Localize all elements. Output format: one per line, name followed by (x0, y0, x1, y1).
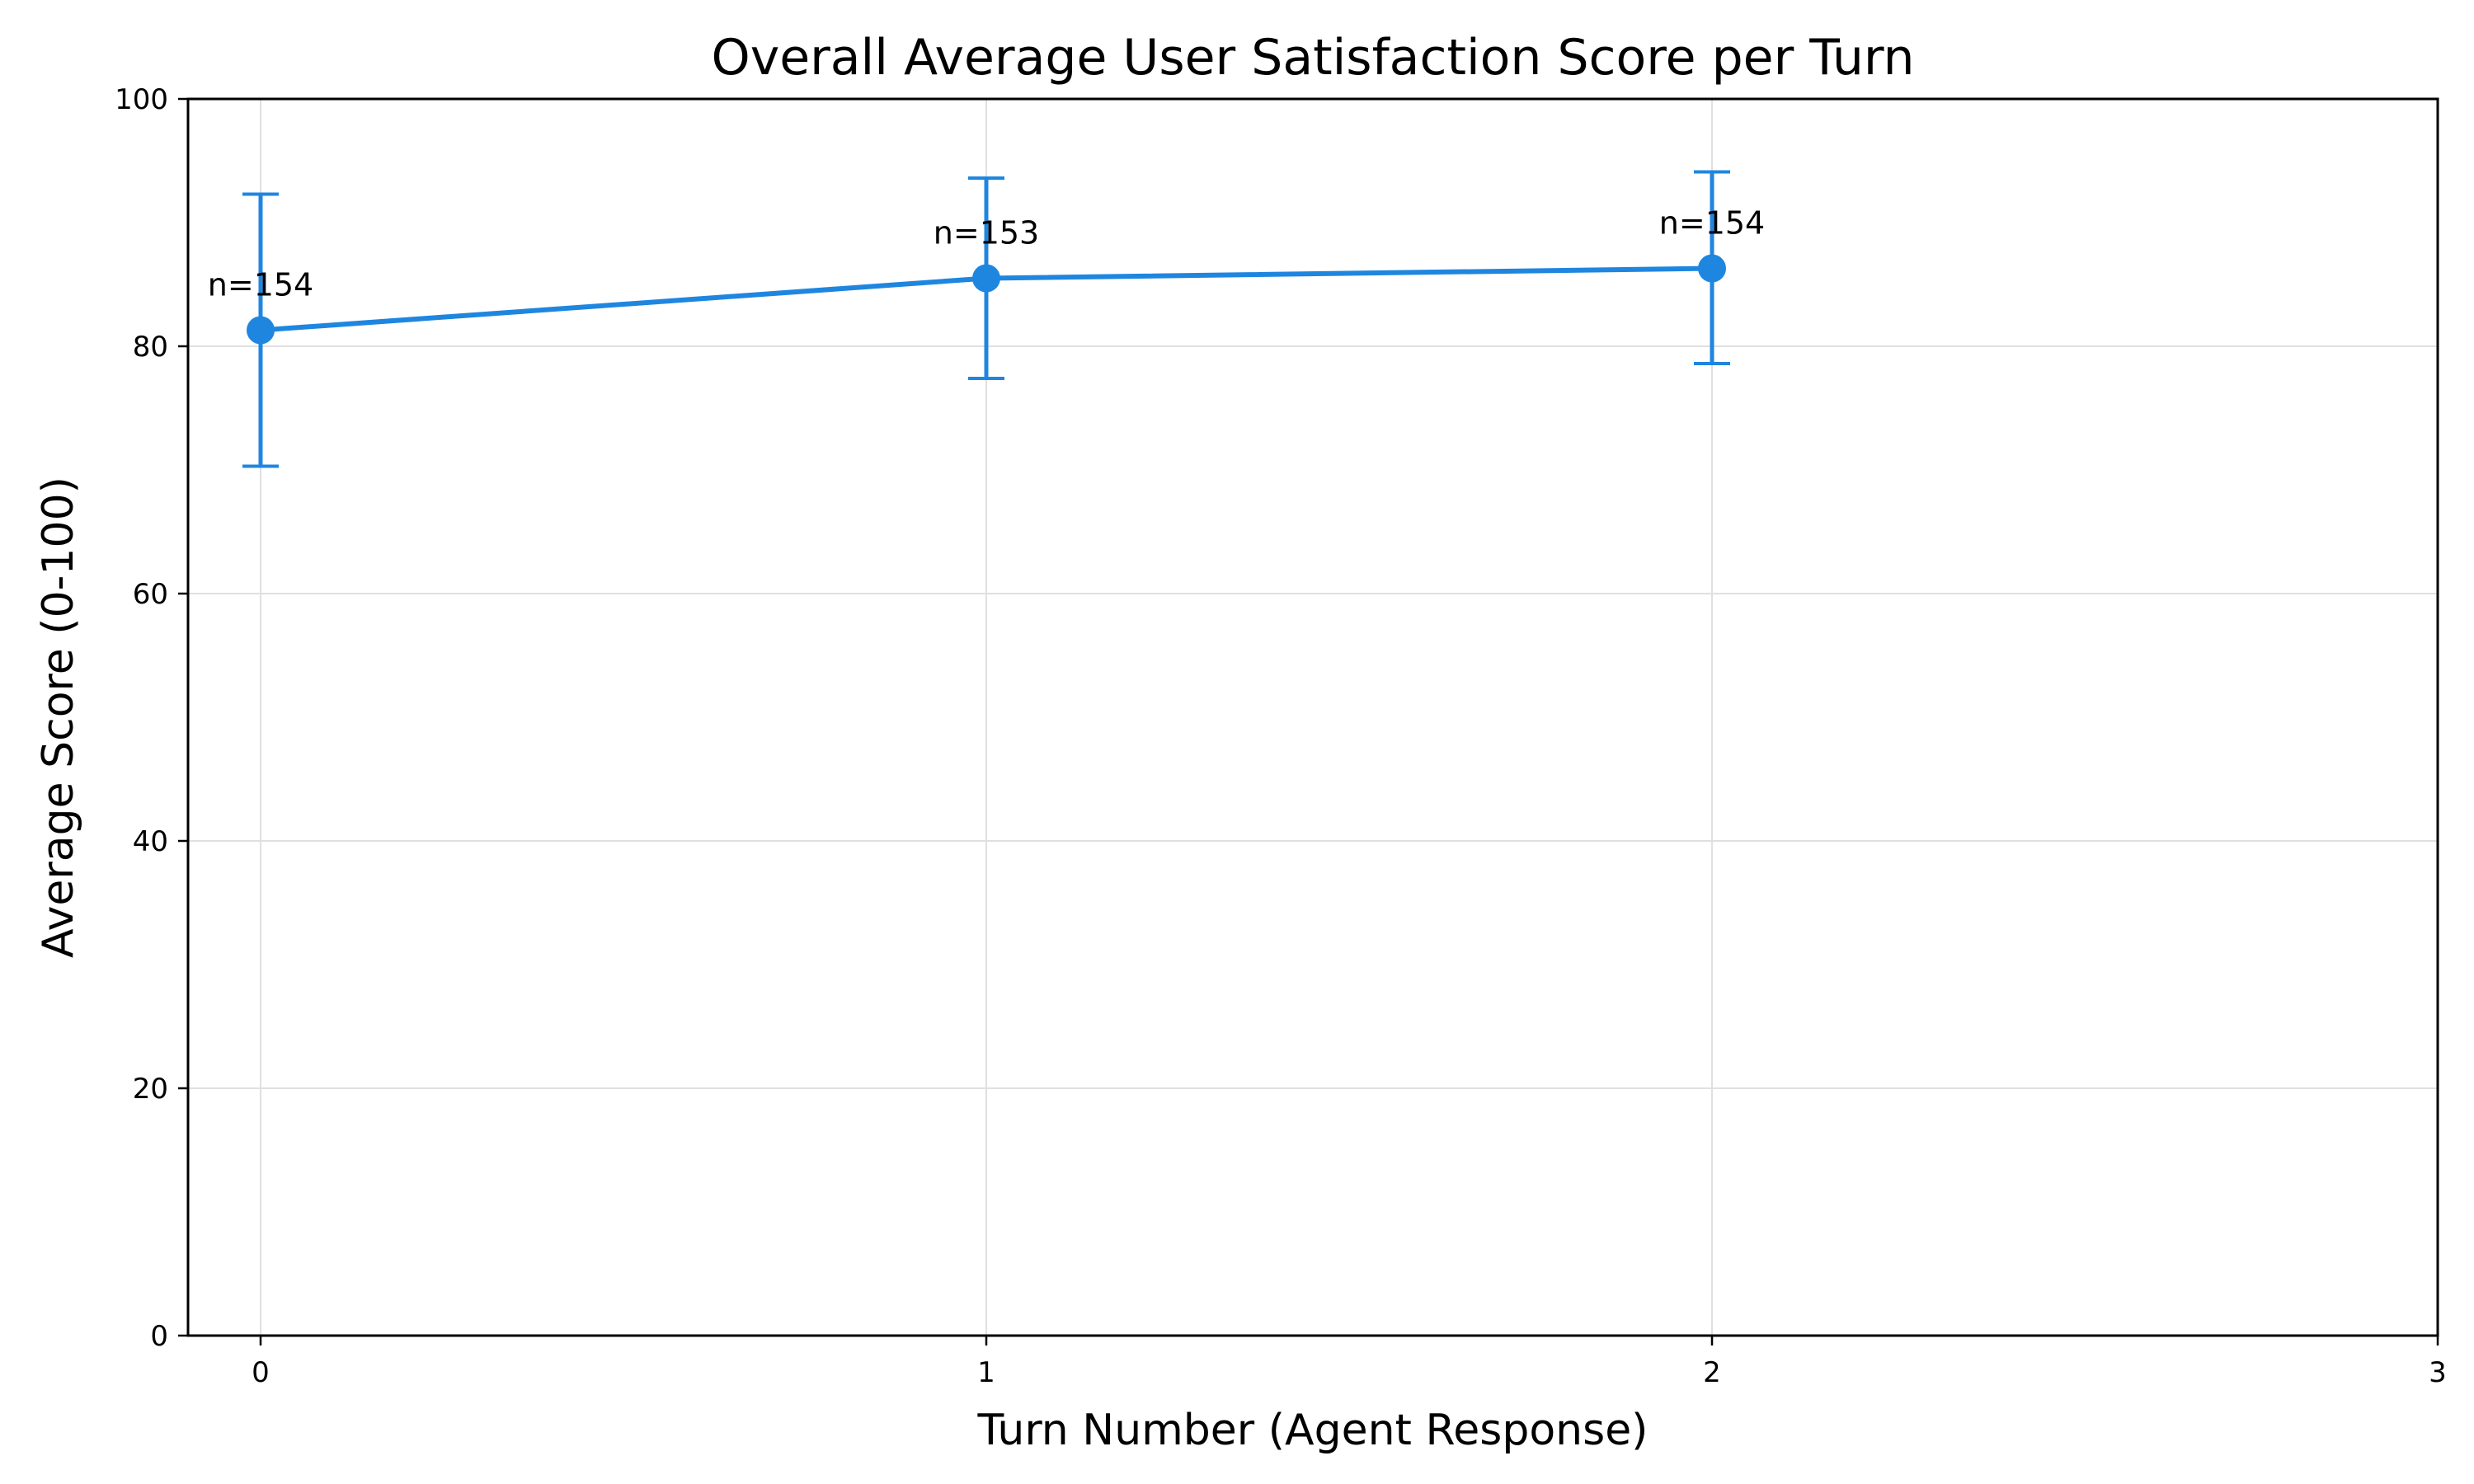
y-tick-label: 40 (133, 825, 168, 858)
plot-layer: n=154 n=153 n=154 (208, 170, 1765, 468)
x-tick-label: 0 (252, 1356, 270, 1389)
y-tick-label: 0 (150, 1320, 168, 1353)
data-label: n=154 (208, 267, 313, 303)
chart-title: Overall Average User Satisfaction Score … (711, 29, 1914, 87)
y-tick-label: 60 (133, 578, 168, 611)
data-label: n=153 (934, 215, 1039, 251)
data-point (1698, 254, 1726, 283)
y-axis-label: Average Score (0-100) (34, 477, 83, 958)
y-tick-label: 100 (115, 83, 168, 116)
tick-layer: 0 1 2 3 0 20 40 60 80 100 (115, 83, 2447, 1389)
plot-frame (186, 97, 2439, 1337)
y-tick-label: 80 (133, 331, 168, 364)
data-point (972, 264, 1000, 293)
data-label: n=154 (1659, 205, 1765, 242)
x-axis-label: Turn Number (Agent Response) (977, 1406, 1649, 1455)
y-tick-label: 20 (133, 1073, 168, 1106)
x-tick-label: 3 (2429, 1356, 2447, 1389)
grid-layer (188, 98, 2439, 1336)
x-tick-label: 2 (1703, 1356, 1721, 1389)
x-tick-label: 1 (977, 1356, 995, 1389)
data-point (247, 316, 275, 345)
